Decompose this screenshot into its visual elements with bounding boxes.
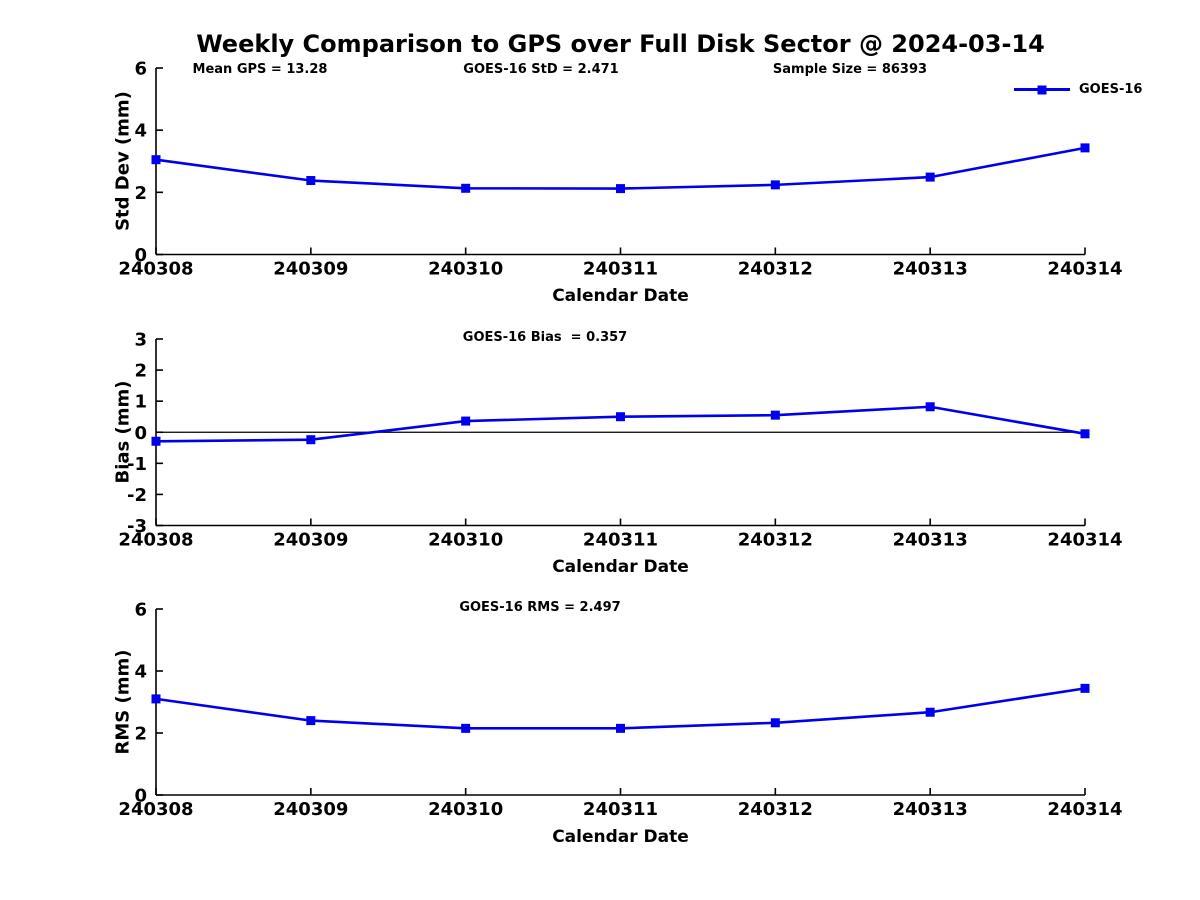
annotation-mean-gps: Mean GPS = 13.28 [192, 62, 328, 77]
y-tick-label: 0 [134, 423, 147, 444]
legend: GOES-16 [1014, 82, 1142, 97]
goes-16-marker [616, 412, 625, 422]
goes-16-marker [306, 435, 316, 445]
legend-square-marker-icon [1037, 85, 1047, 94]
goes-16-marker [461, 723, 471, 733]
x-tick-label: 240314 [1047, 799, 1122, 820]
annotation-goes16-std: GOES-16 StD = 2.471 [463, 62, 619, 77]
y-tick-label: 0 [134, 245, 147, 266]
x-tick-label: 240313 [893, 259, 968, 280]
goes-16-marker [770, 180, 780, 190]
x-axis-label-1: Calendar Date [552, 286, 689, 306]
legend-line-sample [1014, 85, 1070, 94]
goes-16-marker [306, 176, 316, 186]
x-tick-label: 240309 [273, 799, 348, 820]
goes-16-marker [925, 707, 935, 717]
goes-16-marker [151, 694, 161, 704]
goes-16-marker [1080, 429, 1090, 439]
x-axis-label-3: Calendar Date [552, 827, 689, 847]
goes-16-marker [1080, 683, 1090, 693]
x-axis-label-2: Calendar Date [552, 557, 689, 577]
x-tick-label: 240309 [273, 259, 348, 280]
goes-16-marker [151, 155, 161, 165]
x-tick-label: 240310 [428, 259, 503, 280]
y-tick-label: 4 [134, 662, 147, 683]
x-tick-label: 240311 [583, 530, 658, 551]
x-tick-label: 240314 [1047, 259, 1122, 280]
x-tick-label: 240310 [428, 530, 503, 551]
y-tick-label: 4 [134, 121, 147, 142]
x-tick-label: 240311 [583, 259, 658, 280]
goes-16-marker [461, 183, 471, 193]
y-tick-label: -2 [127, 485, 147, 506]
goes-16-marker [616, 184, 625, 194]
x-tick-label: 240308 [118, 530, 193, 551]
x-tick-label: 240313 [893, 799, 968, 820]
x-tick-label: 240309 [273, 530, 348, 551]
goes-16-marker [306, 716, 316, 726]
y-tick-label: 0 [134, 786, 147, 807]
y-tick-label: -1 [127, 454, 147, 475]
x-tick-label: 240314 [1047, 530, 1122, 551]
y-tick-label: 3 [134, 330, 147, 351]
goes-16-marker [925, 402, 935, 412]
x-tick-label: 240312 [738, 530, 813, 551]
goes-16-marker [925, 172, 935, 182]
goes-16-line [155, 146, 1086, 190]
annotation-goes16-bias: GOES-16 Bias = 0.357 [462, 330, 628, 345]
goes-16-marker [151, 436, 161, 446]
y-tick-label: 2 [134, 183, 147, 204]
y-tick-label: -3 [127, 516, 147, 537]
y-tick-label: 2 [134, 724, 147, 745]
x-tick-label: 240310 [428, 799, 503, 820]
annotation-sample-size: Sample Size = 86393 [772, 62, 928, 77]
x-tick-label: 240312 [738, 799, 813, 820]
y-tick-label: 6 [134, 600, 147, 621]
y-tick-label: 6 [134, 59, 147, 80]
annotation-goes16-rms: GOES-16 RMS = 2.497 [459, 600, 621, 615]
x-tick-label: 240308 [118, 259, 193, 280]
x-tick-label: 240313 [893, 530, 968, 551]
chart-title: Weekly Comparison to GPS over Full Disk … [196, 30, 1045, 58]
y-tick-label: 1 [134, 392, 147, 413]
x-tick-label: 240311 [583, 799, 658, 820]
goes-16-line [155, 687, 1086, 730]
legend-label: GOES-16 [1079, 82, 1143, 97]
goes-16-marker [1080, 143, 1090, 153]
x-tick-label: 240312 [738, 259, 813, 280]
goes-16-marker [461, 416, 471, 426]
goes-16-marker [770, 410, 780, 420]
y-tick-label: 2 [134, 361, 147, 382]
goes-16-line [155, 405, 1086, 443]
goes-16-marker [770, 718, 780, 728]
goes-16-marker [616, 723, 625, 733]
x-tick-label: 240308 [118, 799, 193, 820]
